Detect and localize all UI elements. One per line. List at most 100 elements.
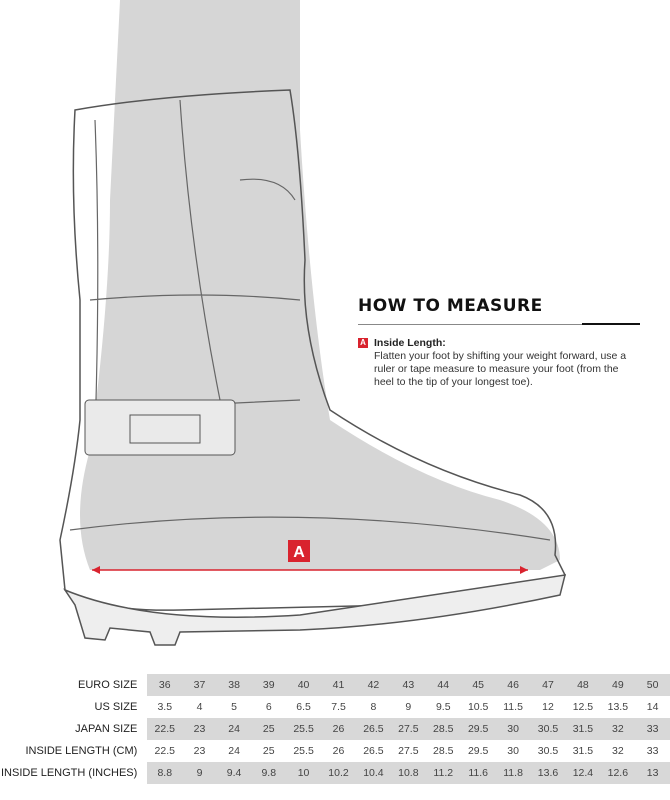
table-cell: 9: [405, 701, 412, 713]
table-cell: 47: [530, 674, 566, 696]
table-cell: 31.5: [572, 745, 594, 757]
table-cell: 25: [262, 745, 275, 757]
boot-illustration: A: [59, 0, 567, 646]
table-cell: 6.5: [296, 701, 311, 713]
table-row: JAPAN SIZE 22.5 23 24 25 25.5 26 26.5 27.5 28.5 29…: [0, 718, 670, 740]
section-title: HOW TO MEASURE: [358, 296, 543, 316]
table-cell: 28.5: [425, 718, 461, 740]
table-cell: 37: [182, 674, 217, 696]
table-cell: 12.4: [565, 762, 601, 784]
table-cell: 28.5: [433, 745, 454, 757]
table-cell: 30.5: [530, 718, 566, 740]
boot-outline: [59, 89, 567, 611]
table-cell: 30.5: [537, 745, 559, 757]
table-row: EURO SIZE 36 37 38 39 40 41 42 43 44 45 46 47 48 49 50: [0, 674, 670, 696]
how-to-measure-panel: HOW TO MEASURE A Inside Length: Flatten …: [358, 296, 640, 389]
table-cell: 30: [507, 745, 519, 757]
table-cell: 32: [600, 718, 636, 740]
table-row: INSIDE LENGTH (CM) 22.5 23 24 25 25.5 26 26.5 27…: [0, 740, 670, 762]
measure-marker: [288, 540, 310, 562]
table-cell: 26: [332, 745, 345, 757]
table-cell: 24: [216, 718, 252, 740]
table-cell: 32: [611, 745, 624, 757]
table-cell: 25: [251, 718, 287, 740]
table-cell: 44: [425, 674, 461, 696]
table-cell: 40: [286, 674, 322, 696]
table-cell: 8: [370, 701, 377, 713]
table-cell: 42: [355, 674, 391, 696]
leg-silhouette: [80, 0, 560, 570]
table-cell: 33: [635, 718, 670, 740]
row-label: EURO SIZE: [78, 679, 138, 691]
table-cell: 24: [228, 745, 240, 757]
table-cell: 23: [182, 718, 217, 740]
table-cell: 11.6: [460, 762, 496, 784]
size-table: EURO SIZE 36 37 38 39 40 41 42 43 44 45 46 47 48 49 50 U…: [0, 674, 670, 784]
table-cell: 26.5: [355, 718, 391, 740]
table-cell: 43: [390, 674, 426, 696]
divider: [358, 323, 640, 325]
table-cell: 11.8: [495, 762, 531, 784]
table-cell: 12: [542, 701, 554, 713]
table-cell: 26: [321, 718, 356, 740]
buckle: [84, 399, 236, 456]
table-cell: 23: [193, 745, 206, 757]
table-row: US SIZE 3.5 4 5 6 6.5 7.5 8 9 9.5 10.5 11.5 12 12.5 13…: [0, 696, 670, 718]
table-cell: 4: [196, 701, 203, 713]
instruction-title: Inside Length:: [374, 337, 446, 349]
marker-badge: A: [358, 338, 368, 348]
table-cell: 50: [635, 674, 670, 696]
table-cell: 10.8: [390, 762, 426, 784]
instruction-item: A Inside Length: Flatten your foot by sh…: [358, 337, 640, 389]
table-cell: 3.5: [157, 701, 173, 713]
table-cell: 9.4: [216, 762, 252, 784]
measure-marker-label: A: [293, 544, 305, 561]
table-cell: 29.5: [460, 718, 496, 740]
table-cell: 10.5: [467, 701, 489, 713]
table-cell: 12.6: [600, 762, 636, 784]
table-cell: 9: [182, 762, 217, 784]
sole: [63, 574, 567, 646]
row-label: JAPAN SIZE: [75, 723, 138, 735]
table-cell: 48: [565, 674, 601, 696]
table-cell: 41: [321, 674, 356, 696]
table-cell: 45: [460, 674, 496, 696]
table-cell: 8.8: [147, 762, 183, 784]
table-cell: 7.5: [331, 701, 346, 713]
table-cell: 26.5: [363, 745, 384, 757]
table-cell: 10.4: [355, 762, 391, 784]
table-cell: 6: [265, 701, 272, 713]
row-label: INSIDE LENGTH (INCHES): [1, 767, 138, 779]
table-cell: 29.5: [467, 745, 489, 757]
table-cell: 10.2: [321, 762, 356, 784]
table-cell: 22.5: [147, 718, 183, 740]
table-cell: 27.5: [398, 745, 419, 757]
table-cell: 10: [286, 762, 322, 784]
table-cell: 46: [495, 674, 531, 696]
table-cell: 12.5: [572, 701, 594, 713]
table-row: INSIDE LENGTH (INCHES) 8.8 9 9.4 9.8 10 10.2 10…: [0, 762, 670, 784]
table-cell: 13.6: [530, 762, 566, 784]
table-cell: 9.8: [251, 762, 287, 784]
table-cell: 11.5: [503, 701, 523, 713]
row-label: US SIZE: [94, 701, 138, 713]
table-cell: 30: [495, 718, 531, 740]
table-cell: 25.5: [293, 745, 314, 757]
instruction-text: Flatten your foot by shifting your weigh…: [374, 350, 627, 388]
table-cell: 36: [147, 674, 183, 696]
table-cell: 13: [635, 762, 670, 784]
table-cell: 13.5: [607, 701, 629, 713]
table-cell: 49: [600, 674, 636, 696]
row-label: INSIDE LENGTH (CM): [25, 745, 138, 757]
table-cell: 22.5: [154, 745, 175, 757]
table-cell: 9.5: [435, 701, 451, 713]
table-cell: 11.2: [425, 762, 461, 784]
table-cell: 33: [646, 745, 659, 757]
table-cell: 31.5: [565, 718, 601, 740]
table-cell: 39: [251, 674, 287, 696]
table-cell: 38: [216, 674, 252, 696]
table-cell: 27.5: [390, 718, 426, 740]
table-cell: 14: [646, 701, 659, 713]
table-cell: 25.5: [286, 718, 322, 740]
table-cell: 5: [231, 701, 238, 713]
